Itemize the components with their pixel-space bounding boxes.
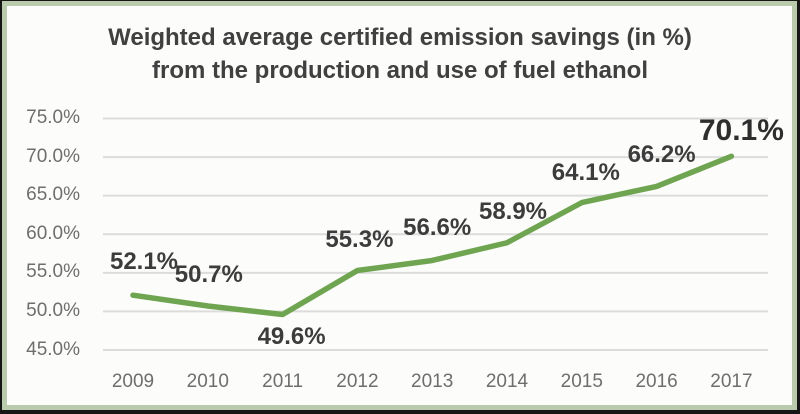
chart-title-line1: Weighted average certified emission savi… — [108, 24, 692, 51]
series-line — [130, 153, 735, 318]
x-axis-tick-label: 2017 — [710, 371, 753, 392]
x-axis-tick-label: 2015 — [560, 371, 603, 392]
data-label: 58.9% — [478, 197, 548, 225]
x-axis-tick-label: 2011 — [262, 371, 304, 392]
data-label: 70.1% — [698, 114, 784, 148]
x-axis-tick-label: 2012 — [336, 371, 379, 392]
data-label: 64.1% — [551, 158, 620, 186]
y-axis-tick-label: 60.0% — [26, 222, 80, 244]
x-axis-tick-label: 2013 — [411, 371, 454, 392]
data-label: 49.6% — [257, 322, 326, 350]
y-axis-tick-label: 45.0% — [26, 338, 80, 360]
y-axis-tick-label: 55.0% — [26, 261, 80, 283]
data-label: 66.2% — [627, 141, 696, 169]
chart-title: Weighted average certified emission savi… — [0, 21, 800, 87]
chart-title-line2: from the production and use of fuel etha… — [152, 57, 648, 84]
x-axis-tick-label: 2009 — [111, 371, 155, 392]
y-axis-tick-label: 75.0% — [26, 107, 80, 128]
x-axis-tick-label: 2010 — [186, 371, 229, 392]
x-axis-tick-label: 2016 — [635, 371, 678, 392]
x-axis-tick-label: 2014 — [485, 371, 529, 392]
y-axis-tick-label: 50.0% — [26, 299, 80, 321]
data-label: 52.1% — [109, 248, 179, 276]
data-label: 56.6% — [403, 214, 472, 242]
data-label: 50.7% — [174, 261, 243, 288]
data-label: 55.3% — [325, 225, 394, 253]
y-axis-tick-label: 70.0% — [26, 145, 80, 167]
y-axis-tick-label: 65.0% — [26, 184, 80, 206]
